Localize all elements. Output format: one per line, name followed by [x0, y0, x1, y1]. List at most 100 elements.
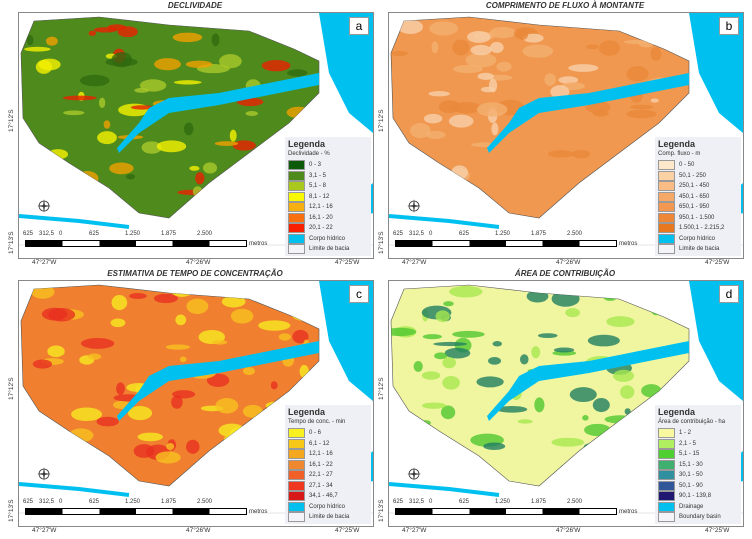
legend-item: 1.500,1 - 2.215,2: [658, 223, 738, 234]
map-canvas[interactable]: [19, 13, 373, 258]
raster-patch: [30, 156, 58, 170]
raster-patch: [265, 401, 285, 410]
raster-patch: [192, 186, 203, 197]
raster-patch: [185, 60, 213, 68]
raster-patch: [215, 398, 239, 414]
raster-patch: [266, 417, 282, 427]
legend-swatch: [658, 470, 675, 481]
scale-tick: 0: [59, 499, 63, 505]
scale-tick: 1.250: [495, 231, 511, 237]
panel-letter: d: [719, 285, 739, 303]
raster-patch: [583, 442, 602, 452]
legend-swatch: [658, 428, 675, 439]
raster-patch: [195, 172, 205, 185]
legend-label: 90,1 - 139,8: [679, 493, 712, 500]
legend-item: 20,1 - 22: [288, 223, 368, 234]
raster-patch: [588, 178, 599, 192]
legend-swatch: [288, 202, 305, 213]
legend-item: 8,1 - 12: [288, 191, 368, 203]
raster-patch: [639, 406, 646, 411]
raster-patch: [414, 169, 449, 180]
raster-patch: [435, 310, 450, 323]
raster-patch: [522, 44, 554, 58]
raster-patch: [166, 443, 175, 451]
legend-item: 650,1 - 950: [658, 202, 738, 213]
legend-label: Boundary basin: [679, 514, 721, 521]
scale-bar: 625 312,5 0 625 1.250 1.875 2.500 metros: [393, 499, 648, 521]
raster-patch: [517, 419, 533, 424]
scale-bar-graphic: [25, 508, 247, 515]
reservoir: [487, 73, 689, 153]
legend-swatch: [658, 501, 675, 512]
raster-patch: [229, 129, 237, 142]
raster-patch: [111, 52, 133, 68]
legend-label: 34,1 - 46,7: [309, 493, 338, 500]
raster-patch: [425, 130, 446, 139]
scale-tick: 2.500: [197, 231, 213, 237]
legend-label: 12,1 - 16: [309, 204, 333, 211]
legend-item: 5,1 - 15: [658, 449, 738, 460]
legend-label: 6,1 - 12: [309, 440, 330, 447]
legend-label: Corpo hídrico: [679, 235, 716, 242]
legend-item: 0 - 3: [288, 160, 368, 171]
raster-patch: [155, 451, 181, 464]
map-canvas[interactable]: [19, 281, 373, 526]
scale-unit: metros: [619, 509, 638, 515]
raster-patch: [558, 76, 579, 84]
raster-patch: [203, 162, 218, 174]
latitude-label: 17°12'S: [8, 377, 15, 400]
raster-patch: [212, 339, 228, 345]
raster-patch: [66, 177, 82, 186]
scale-tick: 0: [59, 231, 63, 237]
raster-patch: [223, 435, 241, 443]
raster-patch: [278, 333, 291, 341]
raster-patch: [183, 122, 194, 136]
raster-patch: [258, 320, 291, 331]
raster-patch: [592, 398, 610, 413]
legend-swatch: [658, 512, 675, 523]
raster-patch: [237, 178, 254, 188]
raster-patch: [452, 102, 482, 114]
scale-tick: 312,5: [39, 231, 55, 237]
raster-patch: [444, 347, 471, 359]
scale-bar: 625 312,5 0 625 1.250 1.875 2.500 metros: [23, 231, 278, 253]
raster-patch: [593, 464, 600, 470]
raster-patch: [547, 150, 574, 158]
raster-patch: [261, 60, 291, 72]
raster-patch: [550, 85, 570, 99]
scale-bar: 625 312,5 0 625 1.250 1.875 2.500 metros: [393, 231, 648, 253]
raster-patch: [467, 31, 491, 43]
raster-patch: [245, 110, 258, 117]
raster-patch: [225, 458, 241, 471]
raster-patch: [465, 52, 497, 68]
longitude-label: 47°26'W: [186, 527, 211, 534]
legend-swatch: [658, 181, 675, 192]
legend-swatch: [288, 233, 305, 244]
legend-item: Limite de bacia: [658, 244, 738, 255]
raster-patch: [491, 122, 499, 136]
legend-item: 250,1 - 450: [658, 181, 738, 192]
lake: [689, 281, 743, 401]
raster-patch: [111, 295, 128, 311]
legend-label: 16,1 - 20: [309, 214, 333, 221]
longitude-label: 47°27'W: [402, 259, 427, 266]
raster-patch: [429, 21, 459, 36]
legend-label: 15,1 - 30: [679, 461, 703, 468]
legend-label: Limite de bacia: [309, 514, 350, 521]
raster-patch: [650, 301, 663, 316]
legend-swatch: [658, 480, 675, 491]
raster-patch: [483, 442, 506, 450]
raster-patch: [171, 285, 193, 297]
legend-item: 50,1 - 90: [658, 480, 738, 492]
raster-patch: [46, 445, 75, 456]
legend-item: Limite de bacia: [288, 244, 368, 255]
raster-patch: [551, 437, 585, 447]
map-panel-c: c 625 312,5 0 625 1.250 1.875 2.500 metros Leg…: [18, 280, 374, 527]
raster-patch: [443, 301, 454, 307]
raster-patch: [624, 408, 631, 415]
raster-patch: [98, 97, 106, 109]
raster-patch: [523, 33, 544, 43]
legend-title: Legenda: [658, 407, 696, 417]
raster-patch: [116, 382, 125, 396]
raster-patch: [72, 175, 84, 188]
